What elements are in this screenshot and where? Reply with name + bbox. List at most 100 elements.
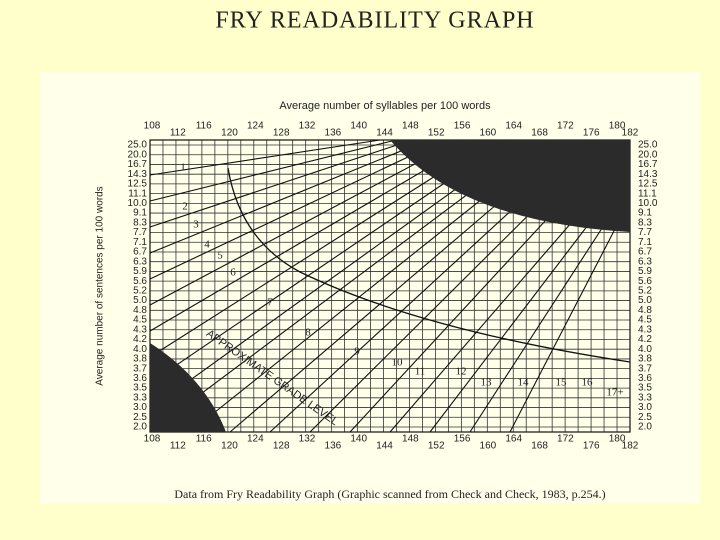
y-tick-label: 4.0 <box>638 344 652 355</box>
y-tick-label: 12.5 <box>128 179 148 190</box>
x-tick-label: 182 <box>622 441 639 452</box>
grade-label: 8 <box>305 327 311 339</box>
grade-label: 1 <box>180 162 186 174</box>
y-tick-label: 16.7 <box>638 159 658 170</box>
caption: Data from Fry Readability Graph (Graphic… <box>174 487 605 501</box>
x-tick-label: 128 <box>273 128 290 139</box>
x-tick-label: 120 <box>221 441 238 452</box>
y-tick-label: 25.0 <box>638 140 658 151</box>
grade-label: 16 <box>582 377 594 389</box>
x-tick-label: 172 <box>557 434 574 445</box>
y-tick-label: 12.5 <box>638 179 658 190</box>
x-tick-label: 144 <box>376 128 393 139</box>
y-tick-label: 5.9 <box>638 266 652 277</box>
x-tick-label: 148 <box>402 434 419 445</box>
x-tick-label: 182 <box>622 128 639 139</box>
x-tick-label: 176 <box>583 441 600 452</box>
x-tick-label: 132 <box>299 121 316 132</box>
y-tick-label: 3.0 <box>638 402 652 413</box>
shaded-region <box>390 140 630 232</box>
grade-line <box>149 139 445 280</box>
x-tick-label: 116 <box>196 121 212 132</box>
grade-label: 10 <box>392 357 404 369</box>
grade-line <box>149 139 381 176</box>
x-tick-label: 176 <box>583 128 600 139</box>
x-tick-label: 156 <box>454 434 471 445</box>
y-tick-label: 3.3 <box>638 392 652 403</box>
x-tick-label: 148 <box>402 121 419 132</box>
grade-label: 12 <box>456 366 467 378</box>
y-tick-label: 2.0 <box>133 422 147 433</box>
x-tick-label: 180 <box>609 434 626 445</box>
x-tick-label: 140 <box>350 434 367 445</box>
y-tick-label: 5.9 <box>133 266 147 277</box>
x-tick-label: 108 <box>144 434 161 445</box>
y-tick-label: 20.0 <box>128 149 148 160</box>
y-tick-label: 3.6 <box>638 373 652 384</box>
y-tick-label: 4.8 <box>133 305 147 316</box>
x-tick-label: 112 <box>170 441 186 452</box>
y-tick-label: 25.0 <box>128 140 148 151</box>
y-tick-label: 3.5 <box>133 383 147 394</box>
x-tick-label: 124 <box>247 121 264 132</box>
grade-label: 3 <box>193 219 199 231</box>
y-tick-label: 8.3 <box>638 217 652 228</box>
grade-label: 14 <box>518 377 530 389</box>
y-tick-label: 3.5 <box>638 383 652 394</box>
y-tick-label: 3.7 <box>133 363 147 374</box>
y-tick-label: 7.1 <box>133 237 147 248</box>
y-tick-label: 5.2 <box>638 286 652 297</box>
y-tick-label: 4.5 <box>133 315 147 326</box>
grade-label: 13 <box>481 377 493 389</box>
y-tick-label: 5.2 <box>133 286 147 297</box>
y-tick-label: 6.3 <box>133 256 147 267</box>
y-tick-label: 5.0 <box>133 295 147 306</box>
x-tick-label: 160 <box>480 441 497 452</box>
y-tick-label: 6.7 <box>133 247 147 258</box>
y-tick-label: 3.6 <box>133 373 147 384</box>
y-tick-label: 4.2 <box>638 334 652 345</box>
x-tick-label: 172 <box>557 121 574 132</box>
x-tick-label: 180 <box>609 121 626 132</box>
y-tick-label: 20.0 <box>638 149 658 160</box>
x-tick-label: 128 <box>273 441 290 452</box>
x-tick-label: 108 <box>144 121 161 132</box>
y-tick-label: 4.3 <box>133 324 147 335</box>
y-tick-label: 4.8 <box>638 305 652 316</box>
grade-label: 7 <box>267 297 273 309</box>
grade-label: 11 <box>415 366 426 378</box>
y-tick-label: 2.5 <box>638 412 652 423</box>
y-tick-label: 4.5 <box>638 315 652 326</box>
x-tick-label: 164 <box>505 121 522 132</box>
left-axis-title: Average number of sentences per 100 word… <box>95 186 106 385</box>
y-tick-label: 3.7 <box>638 363 652 374</box>
grade-line <box>149 139 397 202</box>
x-tick-label: 144 <box>376 441 393 452</box>
x-tick-label: 124 <box>247 434 264 445</box>
y-tick-label: 6.7 <box>638 247 652 258</box>
x-tick-label: 152 <box>428 441 445 452</box>
y-tick-label: 5.6 <box>133 276 147 287</box>
y-tick-label: 9.1 <box>638 208 652 219</box>
y-tick-label: 10.0 <box>638 198 658 209</box>
grade-label: 4 <box>204 239 210 251</box>
grade-label: 17+ <box>606 387 623 399</box>
grade-label: 6 <box>230 267 236 279</box>
y-tick-label: 14.3 <box>638 169 658 180</box>
grade-line <box>149 139 413 228</box>
grade-line <box>509 199 631 433</box>
x-tick-label: 152 <box>428 128 445 139</box>
x-tick-label: 164 <box>505 434 522 445</box>
y-tick-label: 7.7 <box>133 227 147 238</box>
grade-label: 9 <box>354 346 360 358</box>
top-axis-title: Average number of syllables per 100 word… <box>279 100 491 112</box>
x-tick-label: 132 <box>299 434 316 445</box>
x-tick-label: 140 <box>350 121 367 132</box>
x-tick-label: 156 <box>454 121 471 132</box>
y-tick-label: 16.7 <box>128 159 148 170</box>
y-tick-label: 5.6 <box>638 276 652 287</box>
x-tick-label: 168 <box>531 128 548 139</box>
y-tick-label: 2.5 <box>133 412 147 423</box>
y-tick-label: 7.1 <box>638 237 652 248</box>
